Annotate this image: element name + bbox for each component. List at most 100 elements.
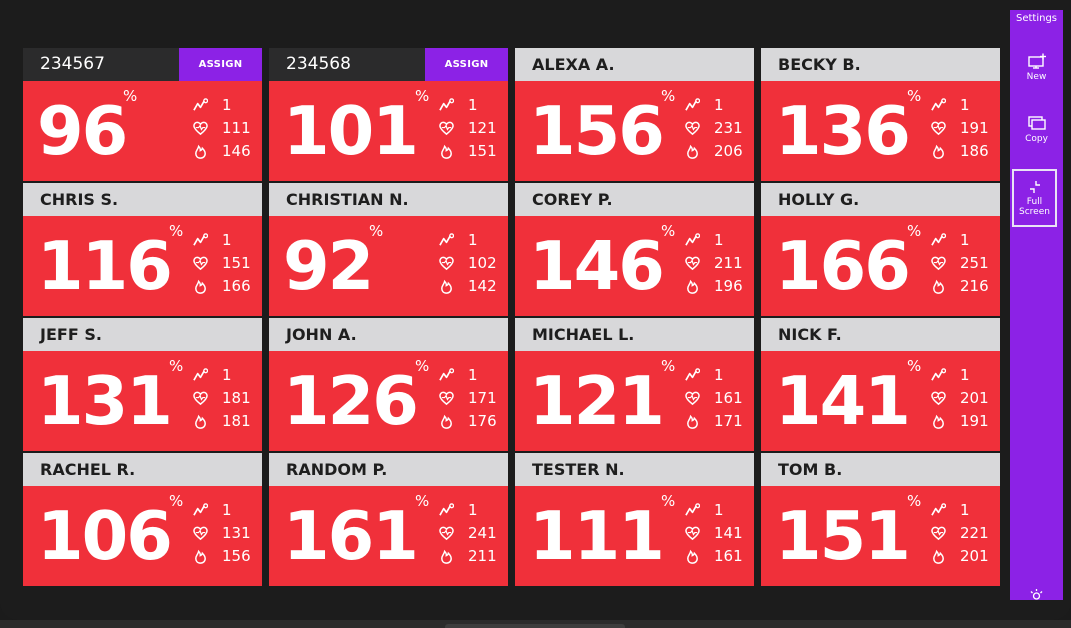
stat-value: 131 (222, 524, 251, 542)
full-screen-button[interactable]: Full Screen (1012, 169, 1057, 227)
heart-icon (193, 526, 208, 541)
effort-value: 166 (775, 227, 911, 305)
copy-button-label: Copy (1025, 134, 1048, 144)
tile-body: 146 % 1 211 196 (515, 216, 754, 316)
stat-row-zone: 1 (193, 364, 259, 387)
trend-icon (931, 503, 946, 516)
copy-screen-icon (1027, 116, 1046, 130)
tile-stats: 1 191 186 (931, 94, 997, 163)
trend-icon (439, 368, 454, 381)
percent-unit: % (369, 222, 384, 240)
athlete-tile[interactable]: NICK F. 141 % 1 201 191 (761, 318, 1000, 451)
settings-label[interactable]: Settings (1015, 13, 1057, 24)
tile-header: COREY P. (515, 183, 754, 216)
tile-header: MICHAEL L. (515, 318, 754, 351)
athlete-tile[interactable]: RACHEL R. 106 % 1 131 156 (23, 453, 262, 586)
stat-value: 1 (468, 231, 478, 249)
heart-icon (439, 256, 454, 271)
new-button[interactable]: New (1010, 53, 1063, 82)
stat-value: 171 (714, 412, 743, 430)
stat-row-heart: 251 (931, 252, 997, 275)
heart-icon (931, 256, 946, 271)
stat-row-zone: 1 (931, 94, 997, 117)
stat-value: 181 (222, 389, 251, 407)
tile-stats: 1 251 216 (931, 229, 997, 298)
stat-value: 1 (222, 96, 232, 114)
stat-row-heart: 151 (193, 252, 259, 275)
tile-body: 136 % 1 191 186 (761, 81, 1000, 181)
stat-value: 211 (468, 547, 497, 565)
stat-value: 1 (468, 501, 478, 519)
stat-row-heart: 201 (931, 387, 997, 410)
percent-unit: % (661, 357, 676, 375)
athlete-name: ALEXA A. (532, 55, 615, 74)
percent-unit: % (907, 492, 922, 510)
athlete-name: 234568 (286, 54, 351, 74)
percent-unit: % (169, 222, 184, 240)
tile-body: 161 % 1 241 211 (269, 486, 508, 586)
stat-value: 216 (960, 277, 989, 295)
percent-unit: % (661, 87, 676, 105)
brightness-icon[interactable] (1029, 588, 1044, 600)
stat-value: 1 (468, 96, 478, 114)
tile-body: 166 % 1 251 216 (761, 216, 1000, 316)
stat-value: 191 (960, 412, 989, 430)
stat-row-zone: 1 (439, 94, 505, 117)
flame-icon (933, 279, 944, 294)
tile-header: CHRISTIAN N. (269, 183, 508, 216)
percent-unit: % (123, 87, 138, 105)
tile-header: RANDOM P. (269, 453, 508, 486)
copy-button[interactable]: Copy (1010, 115, 1063, 144)
athlete-tile[interactable]: CHRIS S. 116 % 1 151 166 (23, 183, 262, 316)
stat-value: 231 (714, 119, 743, 137)
stat-row-heart: 211 (685, 252, 751, 275)
tile-stats: 1 241 211 (439, 499, 505, 568)
stat-row-heart: 191 (931, 117, 997, 140)
tile-stats: 1 181 181 (193, 364, 259, 433)
assign-button[interactable]: ASSIGN (425, 48, 508, 81)
stat-value: 206 (714, 142, 743, 160)
heart-icon (439, 391, 454, 406)
athlete-tile[interactable]: COREY P. 146 % 1 211 196 (515, 183, 754, 316)
trend-icon (685, 368, 700, 381)
athlete-tile[interactable]: HOLLY G. 166 % 1 251 216 (761, 183, 1000, 316)
athlete-tile[interactable]: JOHN A. 126 % 1 171 176 (269, 318, 508, 451)
athlete-tile[interactable]: CHRISTIAN N. 92 % 1 102 142 (269, 183, 508, 316)
athlete-tile[interactable]: ALEXA A. 156 % 1 231 206 (515, 48, 754, 181)
effort-value: 161 (283, 497, 419, 575)
effort-value: 156 (529, 92, 665, 170)
percent-unit: % (661, 222, 676, 240)
stat-value: 211 (714, 254, 743, 272)
tile-header: JEFF S. (23, 318, 262, 351)
stat-value: 241 (468, 524, 497, 542)
heart-icon (685, 391, 700, 406)
athlete-tile[interactable]: RANDOM P. 161 % 1 241 211 (269, 453, 508, 586)
effort-value: 116 (37, 227, 173, 305)
stat-value: 1 (222, 231, 232, 249)
tile-header: TOM B. (761, 453, 1000, 486)
athlete-name: RANDOM P. (286, 460, 388, 479)
athlete-tile[interactable]: 234567 ASSIGN 96 % 1 111 146 (23, 48, 262, 181)
athlete-tile[interactable]: MICHAEL L. 121 % 1 161 171 (515, 318, 754, 451)
effort-value: 146 (529, 227, 665, 305)
flame-icon (441, 414, 452, 429)
stat-value: 161 (714, 547, 743, 565)
athlete-tile[interactable]: BECKY B. 136 % 1 191 186 (761, 48, 1000, 181)
athlete-tile[interactable]: 234568 ASSIGN 101 % 1 121 151 (269, 48, 508, 181)
stat-row-zone: 1 (931, 364, 997, 387)
athlete-tile[interactable]: TOM B. 151 % 1 221 201 (761, 453, 1000, 586)
trend-icon (931, 98, 946, 111)
athlete-tile[interactable]: TESTER N. 111 % 1 141 161 (515, 453, 754, 586)
athlete-tile[interactable]: JEFF S. 131 % 1 181 181 (23, 318, 262, 451)
heart-icon (193, 391, 208, 406)
heart-icon (193, 256, 208, 271)
tile-stats: 1 102 142 (439, 229, 505, 298)
percent-unit: % (907, 87, 922, 105)
tile-body: 141 % 1 201 191 (761, 351, 1000, 451)
assign-button[interactable]: ASSIGN (179, 48, 262, 81)
tile-body: 156 % 1 231 206 (515, 81, 754, 181)
stat-row-calories: 151 (439, 140, 505, 163)
effort-value: 141 (775, 362, 911, 440)
trend-icon (931, 368, 946, 381)
stat-row-heart: 161 (685, 387, 751, 410)
